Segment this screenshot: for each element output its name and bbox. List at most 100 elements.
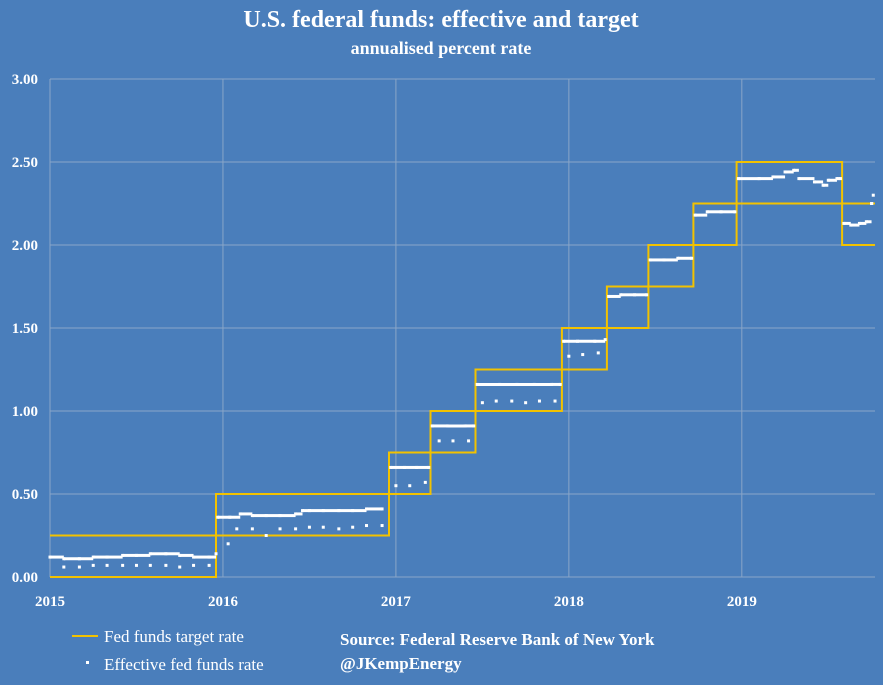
y-tick-label: 1.50 — [12, 321, 38, 337]
effective-rate-low-point — [207, 563, 211, 567]
legend: Fed funds target rate Effective fed fund… — [72, 627, 264, 674]
effective-rate-low-point — [134, 563, 138, 567]
effective-rate-low-point — [596, 351, 600, 355]
effective-rate-point — [771, 175, 775, 179]
effective-rate-low-point — [278, 527, 282, 531]
author-handle: @JKempEnergy — [340, 654, 462, 673]
effective-rate-point — [321, 509, 325, 513]
effective-rate-point — [645, 293, 649, 297]
effective-rate-point — [733, 210, 737, 214]
effective-rate-point — [864, 220, 868, 224]
y-tick-label: 2.00 — [12, 238, 38, 254]
effective-rate-point — [192, 555, 196, 559]
effective-rate-point — [593, 339, 597, 343]
effective-rate-point — [463, 424, 467, 428]
effective-rate-point — [662, 258, 666, 262]
effective-rate-point — [134, 553, 138, 557]
effective-rate-point — [821, 183, 825, 187]
effective-rate-low-point — [294, 527, 298, 531]
effective-rate-low-point — [250, 527, 254, 531]
effective-rate-point — [216, 515, 220, 519]
y-tick-label: 1.00 — [12, 404, 38, 420]
effective-rate-low-point — [480, 401, 484, 405]
effective-rate-point — [826, 178, 830, 182]
effective-rate-point — [415, 465, 419, 469]
effective-rate-low-point — [307, 525, 311, 529]
effective-rate-point — [214, 552, 218, 556]
x-tick-label: 2017 — [381, 594, 412, 610]
effective-rate-point — [532, 382, 536, 386]
effective-rate-point — [812, 180, 816, 184]
effective-rate-low-point — [148, 563, 152, 567]
effective-rate-point — [62, 557, 66, 561]
effective-rate-point — [351, 509, 355, 513]
effective-rate-point — [783, 170, 787, 174]
effective-rate-low-point — [408, 484, 412, 488]
y-axis-ticks: 0.00 0.50 1.00 1.50 2.00 2.50 3.00 — [12, 72, 38, 586]
chart-title: U.S. federal funds: effective and target — [243, 7, 638, 33]
effective-rate-low-point — [467, 439, 471, 443]
effective-rate-series — [48, 168, 875, 569]
effective-rate-low-point — [494, 399, 498, 403]
effective-rate-point — [337, 509, 341, 513]
effective-rate-point — [871, 193, 875, 197]
effective-rate-point — [633, 293, 637, 297]
x-tick-label: 2016 — [208, 594, 239, 610]
effective-rate-low-point — [192, 563, 196, 567]
x-axis-ticks: 2015 2016 2017 2018 2019 — [35, 594, 757, 610]
effective-rate-low-point — [62, 565, 66, 569]
effective-rate-low-point — [553, 399, 557, 403]
effective-rate-point — [446, 424, 450, 428]
effective-rate-low-point — [178, 565, 182, 569]
effective-rate-point — [475, 382, 479, 386]
effective-rate-point — [178, 553, 182, 557]
y-tick-label: 0.50 — [12, 487, 38, 503]
effective-rate-low-point — [337, 527, 341, 531]
effective-rate-point — [403, 465, 407, 469]
effective-rate-point — [648, 258, 652, 262]
effective-rate-point — [719, 210, 723, 214]
source-note: Source: Federal Reserve Bank of New York — [340, 630, 655, 649]
effective-rate-point — [228, 515, 232, 519]
effective-rate-point — [264, 514, 268, 518]
effective-rate-point — [838, 177, 842, 181]
target-rate-series — [50, 161, 875, 578]
effective-rate-point — [842, 221, 846, 225]
effective-rate-point — [380, 507, 384, 511]
y-tick-label: 0.00 — [12, 570, 38, 586]
effective-rate-point — [164, 552, 168, 556]
effective-rate-low-point — [351, 525, 355, 529]
effective-rate-point — [238, 512, 242, 516]
x-tick-label: 2019 — [727, 594, 757, 610]
legend-target-label: Fed funds target rate — [104, 627, 244, 646]
effective-rate-point — [562, 339, 566, 343]
effective-rate-low-point — [164, 563, 168, 567]
effective-rate-point — [427, 465, 431, 469]
effective-rate-point — [736, 177, 740, 181]
effective-rate-point — [515, 382, 519, 386]
effective-rate-point — [797, 177, 801, 181]
effective-rate-point — [294, 512, 298, 516]
effective-rate-point — [207, 555, 211, 559]
effective-rate-point — [607, 294, 611, 298]
effective-rate-point — [690, 256, 694, 260]
effective-rate-low-point — [451, 439, 455, 443]
target-rate-lower-line — [50, 202, 875, 578]
effective-rate-low-point — [91, 563, 95, 567]
effective-rate-point — [558, 382, 562, 386]
chart-subtitle: annualised percent rate — [351, 38, 532, 58]
effective-rate-low-point — [581, 353, 585, 357]
effective-rate-point — [498, 382, 502, 386]
effective-rate-low-point — [226, 542, 230, 546]
effective-rate-low-point — [437, 439, 441, 443]
x-tick-label: 2015 — [35, 594, 65, 610]
effective-rate-low-point — [537, 399, 541, 403]
x-tick-label: 2018 — [554, 594, 584, 610]
effective-rate-point — [576, 339, 580, 343]
effective-rate-point — [148, 552, 152, 556]
effective-rate-low-point — [365, 524, 369, 528]
effective-rate-point — [705, 210, 709, 214]
effective-rate-point — [91, 555, 95, 559]
